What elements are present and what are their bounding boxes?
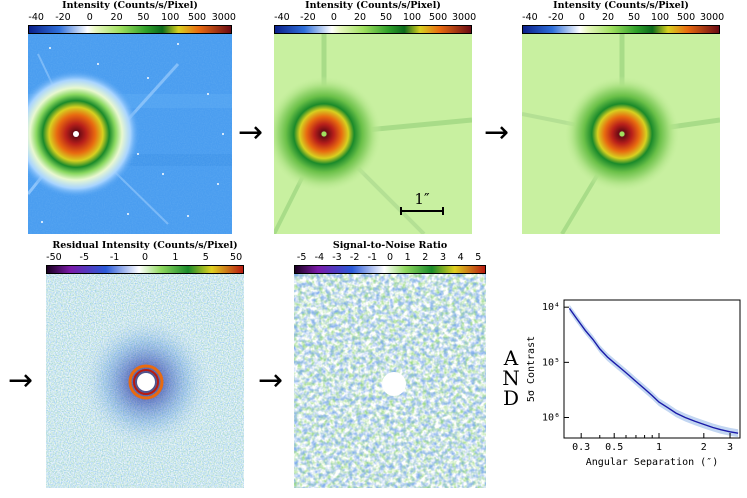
colorbar-ticks: -40 -20 0 20 50 100 500 3000 (522, 12, 724, 24)
colorbar-tick-label: 5 (202, 252, 209, 263)
colorbar-tick-label: -3 (332, 252, 342, 263)
x-tick-label: 3 (727, 442, 733, 453)
contrast-chart-svg: 0.3 0.5 1 2 3 10⁴ 10⁵ 10⁶ Angular Separation (″)… (526, 299, 741, 468)
scale-bar-label: 1″ (414, 190, 430, 208)
colorbar-tick-label: 100 (161, 12, 180, 23)
colorbar-tick-label: -2 (349, 252, 360, 263)
colorbar-tick-label: -40 (28, 12, 44, 23)
arrow-1: → (238, 115, 264, 150)
colorbar-tick-label: -5 (296, 252, 307, 263)
plot-frame (563, 299, 741, 439)
colorbar-tick-label: 0 (141, 252, 149, 263)
colorbar-tick-label: 500 (676, 12, 696, 23)
colorbar-tick-label: -1 (367, 252, 378, 263)
colorbar-tick-label: 0 (578, 12, 585, 23)
colorbar-tick-label: 20 (601, 12, 615, 23)
intensity-colorbar (28, 25, 232, 34)
colorbar-tick-label: 50 (627, 12, 641, 23)
y-tick-label: 10⁴ (542, 302, 560, 313)
arrow-4: → (258, 363, 284, 398)
intensity-colorbar (522, 25, 720, 34)
colorbar-title: Signal-to-Noise Ratio (332, 240, 448, 251)
x-tick-label: 0.5 (605, 442, 623, 453)
colorbar-tick-label: -20 (55, 12, 71, 23)
colorbar-title: Residual Intensity (Counts/s/Pixel) (52, 240, 238, 251)
processed-image (274, 34, 472, 234)
colorbar-tick-label: 100 (650, 12, 670, 23)
colorbar-tick-label: 20 (353, 12, 367, 23)
colorbar-tick-label: -5 (79, 252, 90, 263)
x-axis-label: Angular Separation (″) (586, 457, 718, 468)
snr-panel: Signal-to-Noise Ratio -5 -4 -3 -2 -1 0 1 2 3 4 5 (294, 240, 486, 488)
colorbar-tick-label: -40 (522, 12, 538, 23)
colorbar-tick-label: 20 (110, 12, 123, 23)
y-axis-label: 5σ Contrast (526, 336, 537, 402)
residual-image (46, 274, 244, 488)
colorbar-tick-label: 0 (86, 12, 93, 23)
y-tick-label: 10⁵ (542, 357, 560, 368)
scale-bar (400, 207, 444, 215)
colorbar-tick-label: -50 (46, 252, 62, 263)
colorbar-tick-label: 3000 (699, 12, 725, 23)
colorbar-tick-label: -40 (274, 12, 290, 23)
snr-colorbar (294, 265, 486, 274)
intensity-panel-raw: Intensity (Counts/s/Pixel) -40 -20 0 20 50 10… (28, 0, 236, 234)
intensity-panel-final: Intensity (Counts/s/Pixel) -40 -20 0 20 50 10… (522, 0, 724, 234)
colorbar-tick-label: 100 (402, 12, 422, 23)
colorbar-ticks: -40 -20 0 20 50 100 500 3000 (28, 12, 236, 24)
raw-image (28, 34, 232, 234)
snr-image (294, 274, 486, 488)
colorbar-tick-label: -20 (300, 12, 316, 23)
colorbar-tick-label: 50 (137, 12, 150, 23)
colorbar-tick-label: 50 (230, 252, 243, 263)
colorbar-tick-label: 3 (439, 252, 447, 263)
y-tick-label: 10⁶ (542, 413, 560, 424)
colorbar-tick-label: 1 (404, 252, 411, 263)
and-letter-a: A (503, 346, 519, 370)
colorbar-tick-label: 5 (475, 252, 482, 263)
colorbar-ticks: -5 -4 -3 -2 -1 0 1 2 3 4 5 (294, 252, 486, 264)
residual-panel: Residual Intensity (Counts/s/Pixel) -50-… (46, 240, 244, 488)
residual-colorbar (46, 265, 244, 274)
colorbar-tick-label: 500 (428, 12, 448, 23)
colorbar-title: Intensity (Counts/s/Pixel) (305, 0, 441, 11)
colorbar-tick-label: 2 (422, 252, 429, 263)
colorbar-tick-label: 50 (379, 12, 393, 23)
colorbar-tick-label: 500 (187, 12, 207, 23)
colorbar-tick-label: 1 (172, 252, 179, 263)
colorbar-tick-label: 0 (330, 12, 337, 23)
x-tick-label: 2 (701, 442, 707, 453)
and-letter-n: N (502, 366, 520, 390)
intensity-colorbar (274, 25, 472, 34)
and-letter-d: D (502, 386, 520, 410)
arrow-3: → (8, 363, 34, 398)
and-letters: A N D (501, 348, 521, 408)
x-tick-label: 0.3 (572, 442, 590, 453)
colorbar-tick-label: -20 (548, 12, 564, 23)
colorbar-tick-label: 4 (457, 252, 464, 263)
intensity-panel-processed: Intensity (Counts/s/Pixel) -40 -20 0 20 50 10… (274, 0, 476, 234)
colorbar-tick-label: 3000 (211, 12, 236, 23)
colorbar-title: Intensity (Counts/s/Pixel) (62, 0, 198, 11)
colorbar-ticks: -40 -20 0 20 50 100 500 3000 (274, 12, 476, 24)
colorbar-tick-label: 3000 (451, 12, 477, 23)
x-tick-label: 1 (656, 442, 662, 453)
colorbar-tick-label: -1 (109, 252, 120, 263)
colorbar-tick-label: -4 (314, 252, 325, 263)
colorbar-tick-label: 0 (386, 252, 394, 263)
colorbar-ticks: -50 -5 -1 0 1 5 50 (46, 252, 244, 264)
contrast-chart: 0.3 0.5 1 2 3 10⁴ 10⁵ 10⁶ Angular Separation (″)… (522, 292, 744, 468)
contrast-curve (568, 307, 739, 434)
final-image (522, 34, 720, 234)
arrow-2: → (484, 115, 510, 150)
colorbar-title: Intensity (Counts/s/Pixel) (553, 0, 689, 11)
